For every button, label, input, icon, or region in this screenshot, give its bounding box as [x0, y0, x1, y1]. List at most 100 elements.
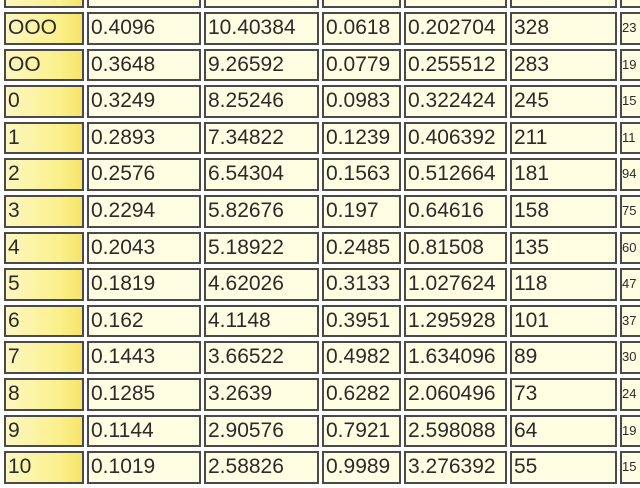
table-cell: 0.9989: [322, 451, 401, 484]
table-cell: 2.598088: [404, 414, 507, 448]
table-cell: 0.2893: [87, 121, 201, 155]
table-row: [4, 0, 640, 8]
table-row: 9 0.1144 2.90576 0.7921 2.598088 64 19: [4, 414, 640, 448]
table-cell: 0.202704: [404, 12, 507, 45]
table-cell: 0.1819: [87, 268, 201, 301]
table-cell: 30: [620, 341, 640, 374]
gauge-cell: 0: [4, 85, 84, 118]
table-cell: 89: [510, 341, 617, 374]
table-cell: 0.322424: [404, 85, 507, 118]
table-cell: 0.3951: [322, 304, 401, 338]
table-row: OOO 0.4096 10.40384 0.0618 0.202704 328 23: [4, 12, 640, 45]
table-cell: 47: [620, 268, 640, 301]
wire-gauge-table: OOO 0.4096 10.40384 0.0618 0.202704 328 23 OO 0.…: [4, 0, 640, 488]
gauge-cell: OO: [4, 48, 84, 82]
table-cell: 0.1239: [322, 121, 401, 155]
table-cell: 9.26592: [204, 48, 319, 82]
table-cell: 0.0779: [322, 48, 401, 82]
table-row: 1 0.2893 7.34822 0.1239 0.406392 211 11: [4, 121, 640, 155]
table-cell: 181: [510, 158, 617, 191]
table-cell: 0.197: [322, 194, 401, 228]
table-cell: 6.54304: [204, 158, 319, 191]
table-cell: 0.7921: [322, 414, 401, 448]
gauge-cell: 1: [4, 121, 84, 155]
gauge-cell: OOO: [4, 12, 84, 45]
table-cell: 15: [620, 451, 640, 484]
table-cell: 0.4982: [322, 341, 401, 374]
table-cell: 0.81508: [404, 231, 507, 265]
table-row: 4 0.2043 5.18922 0.2485 0.81508 135 60: [4, 231, 640, 265]
table-cell: 101: [510, 304, 617, 338]
table-cell: 0.0618: [322, 12, 401, 45]
table-cell: 135: [510, 231, 617, 265]
gauge-cell: [4, 0, 84, 8]
table-cell: 0.2043: [87, 231, 201, 265]
table-cell: 1.027624: [404, 268, 507, 301]
table-cell: 245: [510, 85, 617, 118]
table-cell: 10.40384: [204, 12, 319, 45]
gauge-cell: 4: [4, 231, 84, 265]
table-cell: 0.162: [87, 304, 201, 338]
table-cell: 0.1563: [322, 158, 401, 191]
table-cell: 3.2639: [204, 377, 319, 411]
table-cell: 37: [620, 304, 640, 338]
table-cell: 24: [620, 377, 640, 411]
table-cell: 0.2576: [87, 158, 201, 191]
table-row: 2 0.2576 6.54304 0.1563 0.512664 181 94: [4, 158, 640, 191]
table-cell: 328: [510, 12, 617, 45]
table-cell: 1.295928: [404, 304, 507, 338]
table-cell: 0.2485: [322, 231, 401, 265]
table-cell: 4.1148: [204, 304, 319, 338]
gauge-cell: 2: [4, 158, 84, 191]
gauge-cell: 9: [4, 414, 84, 448]
table-row: 8 0.1285 3.2639 0.6282 2.060496 73 24: [4, 377, 640, 411]
table-cell: 23: [620, 12, 640, 45]
table-cell: 5.18922: [204, 231, 319, 265]
table-cell: 0.2294: [87, 194, 201, 228]
table-cell: 19: [620, 48, 640, 82]
table-cell: 0.3249: [87, 85, 201, 118]
table-cell: [404, 0, 507, 8]
table-cell: 0.1019: [87, 451, 201, 484]
table-cell: 0.406392: [404, 121, 507, 155]
table-cell: [510, 0, 617, 8]
table-cell: 0.3648: [87, 48, 201, 82]
gauge-cell: 6: [4, 304, 84, 338]
table-cell: 0.1443: [87, 341, 201, 374]
table-cell: [620, 0, 640, 8]
table-cell: 283: [510, 48, 617, 82]
table-row: 6 0.162 4.1148 0.3951 1.295928 101 37: [4, 304, 640, 338]
table-cell: 0.4096: [87, 12, 201, 45]
gauge-cell: 7: [4, 341, 84, 374]
gauge-cell: 3: [4, 194, 84, 228]
table-cell: 60: [620, 231, 640, 265]
table-cell: 0.512664: [404, 158, 507, 191]
table-cell: 15: [620, 85, 640, 118]
table-cell: 0.0983: [322, 85, 401, 118]
table-cell: [87, 0, 201, 8]
table-cell: 73: [510, 377, 617, 411]
table-row: 0 0.3249 8.25246 0.0983 0.322424 245 15: [4, 85, 640, 118]
table-cell: 0.64616: [404, 194, 507, 228]
gauge-cell: 10: [4, 451, 84, 484]
table-cell: [322, 0, 401, 8]
gauge-cell: 5: [4, 268, 84, 301]
table-row: 7 0.1443 3.66522 0.4982 1.634096 89 30: [4, 341, 640, 374]
table-cell: 0.3133: [322, 268, 401, 301]
table-cell: 94: [620, 158, 640, 191]
table-cell: 118: [510, 268, 617, 301]
table-cell: 19: [620, 414, 640, 448]
table-cell: 0.255512: [404, 48, 507, 82]
table-cell: [204, 0, 319, 8]
table-cell: 158: [510, 194, 617, 228]
table-cell: 2.58826: [204, 451, 319, 484]
gauge-cell: 8: [4, 377, 84, 411]
table-cell: 4.62026: [204, 268, 319, 301]
table-cell: 0.1285: [87, 377, 201, 411]
table-cell: 55: [510, 451, 617, 484]
table-row: 10 0.1019 2.58826 0.9989 3.276392 55 15: [4, 451, 640, 484]
table-cell: 2.90576: [204, 414, 319, 448]
table-cell: 2.060496: [404, 377, 507, 411]
table-cell: 64: [510, 414, 617, 448]
table-row: 5 0.1819 4.62026 0.3133 1.027624 118 47: [4, 268, 640, 301]
